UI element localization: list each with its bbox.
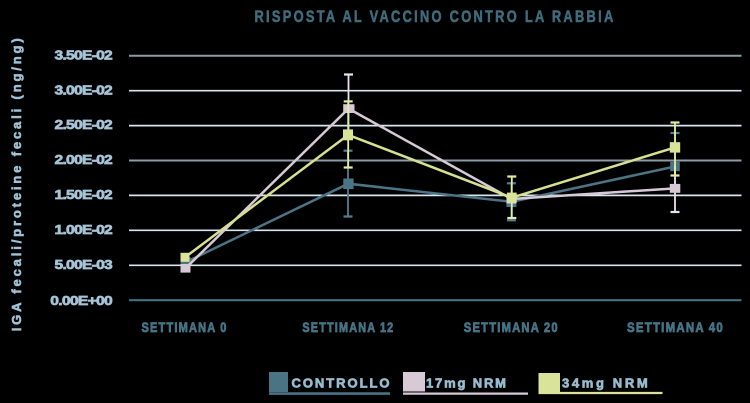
- svg-text:1.00E-02: 1.00E-02: [55, 222, 113, 237]
- svg-text:3.50E-02: 3.50E-02: [55, 47, 113, 62]
- svg-text:2.50E-02: 2.50E-02: [55, 117, 113, 132]
- svg-text:5.00E-03: 5.00E-03: [55, 257, 113, 272]
- svg-text:SETTIMANA 40: SETTIMANA 40: [627, 319, 724, 335]
- svg-text:IGA fecali/proteine fecali (ng: IGA fecali/proteine fecali (ng/ng): [9, 37, 24, 331]
- svg-text:0.00E+00: 0.00E+00: [50, 293, 112, 308]
- svg-text:CONTROLLO: CONTROLLO: [292, 375, 390, 390]
- svg-text:3.00E-02: 3.00E-02: [55, 82, 113, 97]
- svg-text:1.50E-02: 1.50E-02: [55, 187, 113, 202]
- svg-text:SETTIMANA 20: SETTIMANA 20: [464, 319, 559, 335]
- svg-text:SETTIMANA 0: SETTIMANA 0: [142, 319, 228, 335]
- svg-text:SETTIMANA 12: SETTIMANA 12: [302, 319, 394, 335]
- svg-text:2.00E-02: 2.00E-02: [55, 152, 113, 167]
- svg-text:RISPOSTA AL VACCINO CONTRO LA: RISPOSTA AL VACCINO CONTRO LA RABBIA: [255, 7, 616, 26]
